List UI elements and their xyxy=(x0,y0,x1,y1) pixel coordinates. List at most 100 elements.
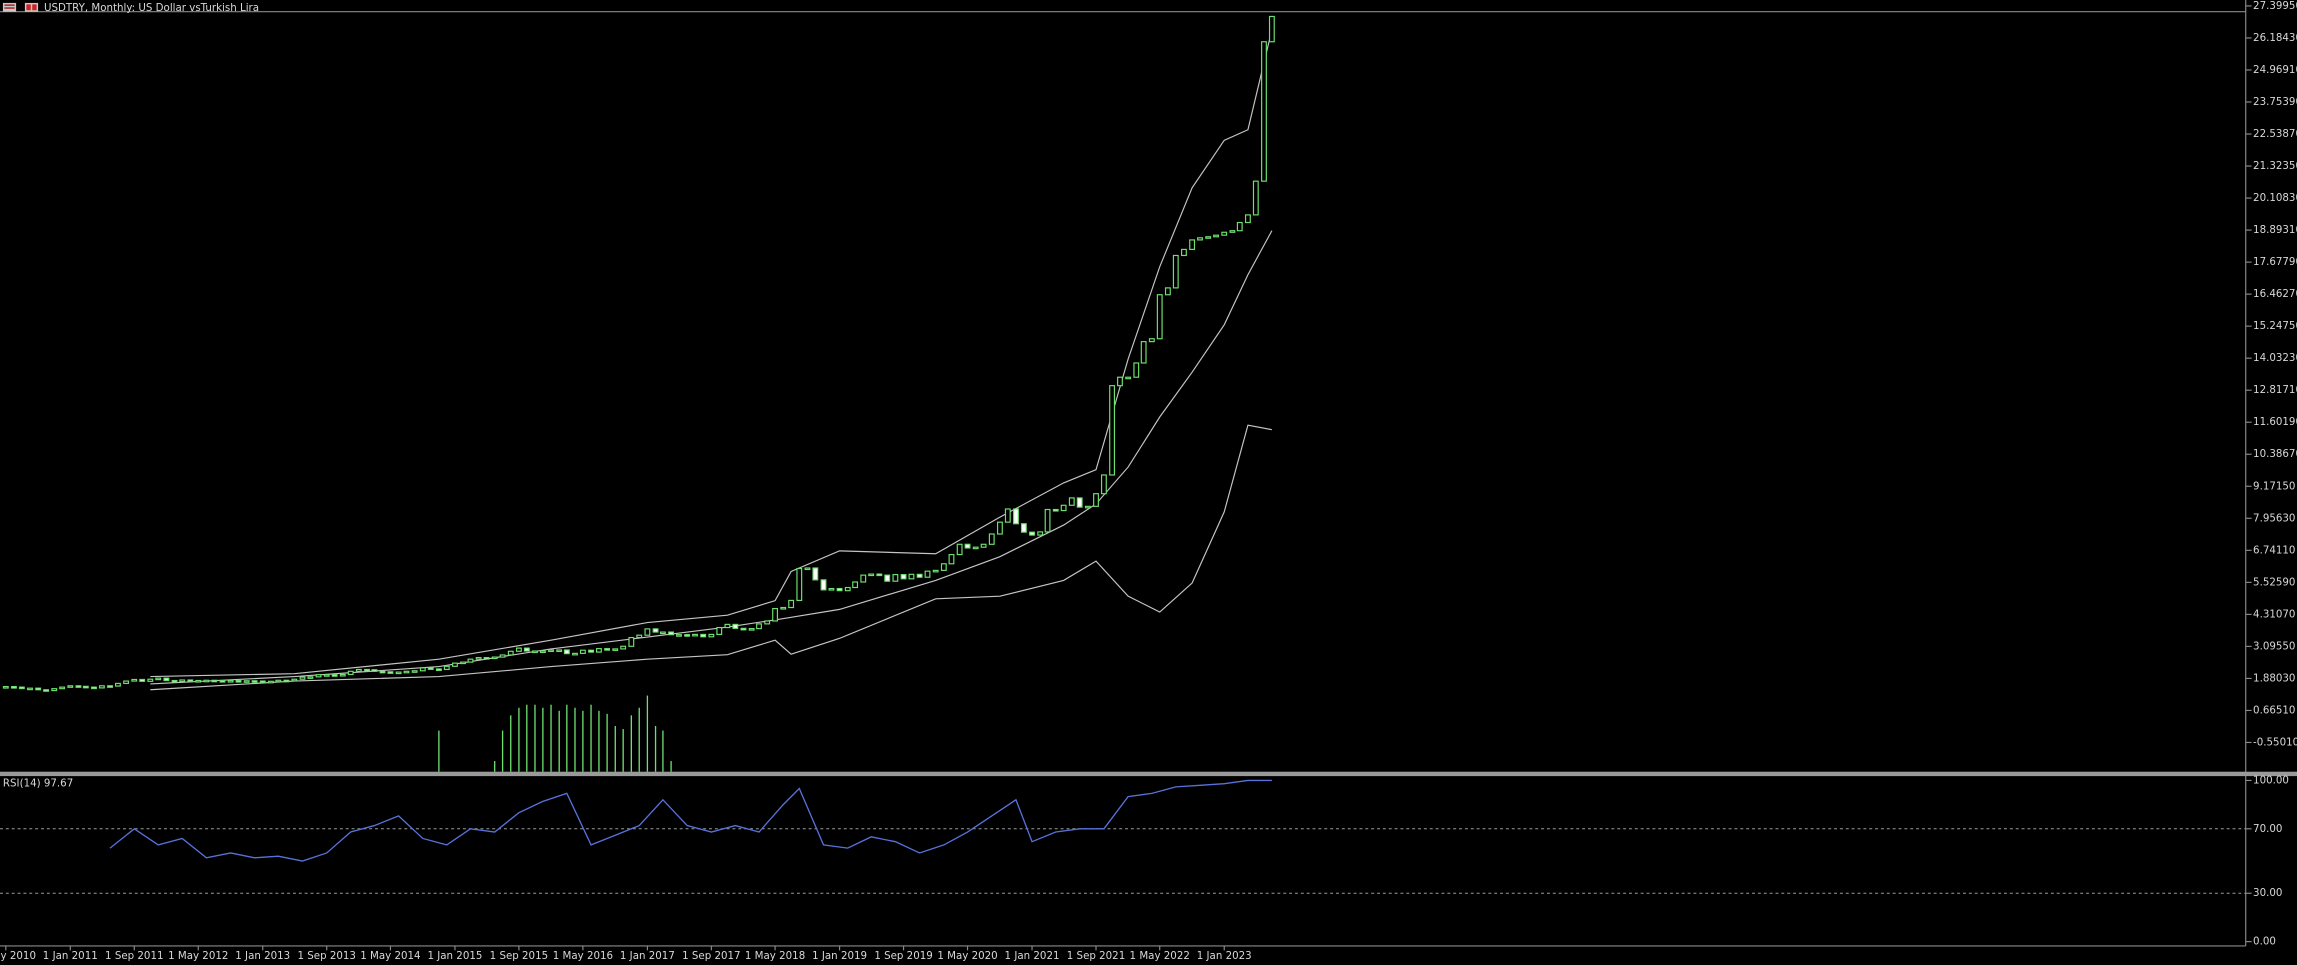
candle xyxy=(940,563,947,571)
y-tick-label: 22.53870 xyxy=(2253,128,2297,140)
candle xyxy=(548,649,554,653)
candle xyxy=(604,648,611,651)
candle xyxy=(668,631,675,636)
candle xyxy=(243,680,250,683)
candle xyxy=(972,546,979,550)
y-tick-label: 12.81710 xyxy=(2253,384,2297,396)
candle xyxy=(924,570,931,578)
candle xyxy=(1020,523,1027,533)
candle xyxy=(1140,341,1147,364)
icon xyxy=(2,2,17,12)
x-tick-label: 1 Jan 2011 xyxy=(43,950,98,962)
candle xyxy=(796,567,803,602)
candle xyxy=(452,662,458,667)
x-tick-label: 1 May 2016 xyxy=(553,950,613,962)
candle xyxy=(98,685,105,689)
candle xyxy=(1205,236,1212,239)
y-tick-label: 18.89310 xyxy=(2253,224,2297,236)
candle xyxy=(1117,376,1123,387)
x-tick-label: 1 Jan 2021 xyxy=(1005,950,1060,962)
candle xyxy=(507,650,514,656)
candle xyxy=(579,649,586,654)
candle xyxy=(620,645,627,650)
symbol-icons xyxy=(2,2,39,12)
candle xyxy=(179,679,186,683)
y-tick-label: 24.96910 xyxy=(2253,64,2297,76)
y-tick-label: 0.66510 xyxy=(2253,704,2295,716)
candle xyxy=(435,668,442,671)
candle xyxy=(139,678,146,682)
x-tick-label: 1 May 2014 xyxy=(360,950,420,962)
candle xyxy=(1221,231,1228,236)
candle xyxy=(996,521,1003,535)
candle xyxy=(1133,362,1140,378)
x-tick-label: 1 Sep 2015 xyxy=(490,950,548,962)
candle xyxy=(1052,508,1059,512)
candle xyxy=(932,569,939,573)
candle xyxy=(515,647,522,652)
candle xyxy=(892,574,899,582)
candle xyxy=(419,667,426,672)
candle xyxy=(1252,180,1259,216)
candle xyxy=(219,679,226,683)
candle xyxy=(659,631,666,635)
candle xyxy=(443,665,450,671)
candle xyxy=(1125,376,1132,380)
y-tick-label: 14.03230 xyxy=(2253,352,2297,364)
candle xyxy=(43,689,50,692)
candle xyxy=(1261,41,1267,182)
y-tick-label: 9.17150 xyxy=(2253,480,2295,492)
candle xyxy=(820,579,827,591)
candle xyxy=(844,586,851,592)
candle xyxy=(123,680,130,685)
candle xyxy=(379,670,386,674)
x-tick-label: 1 May 2012 xyxy=(168,950,228,962)
candle xyxy=(876,573,883,577)
icon xyxy=(4,4,15,6)
candle xyxy=(147,678,154,682)
x-tick-label: 1 May 2022 xyxy=(1130,950,1190,962)
candle xyxy=(563,649,570,655)
candle xyxy=(612,648,619,651)
candle xyxy=(708,633,715,638)
candle xyxy=(908,573,915,580)
candle xyxy=(51,688,58,692)
candle xyxy=(235,679,242,683)
candle xyxy=(700,633,707,638)
y-tick-label: 23.75390 xyxy=(2253,96,2297,108)
candle xyxy=(1236,221,1243,232)
candle xyxy=(588,649,594,653)
candle xyxy=(684,634,691,637)
candle xyxy=(956,543,963,556)
candle xyxy=(339,673,346,677)
candle xyxy=(387,671,394,674)
y-tick-label: 0.00 xyxy=(2253,936,2276,948)
bollinger-band xyxy=(150,29,1273,678)
x-tick-label: 1 Jan 2013 xyxy=(235,950,290,962)
candle xyxy=(1229,230,1236,233)
y-tick-label: 30.00 xyxy=(2253,887,2282,899)
candle xyxy=(572,652,578,656)
x-tick-label: 1 Sep 2013 xyxy=(297,950,355,962)
candle xyxy=(964,543,971,549)
candle xyxy=(195,679,202,683)
candle xyxy=(2,686,9,689)
y-tick-label: 17.67790 xyxy=(2253,256,2297,268)
candle xyxy=(539,650,546,654)
candle xyxy=(467,658,474,663)
candle xyxy=(788,599,795,609)
candle xyxy=(491,656,498,660)
candle xyxy=(1060,504,1067,512)
candle xyxy=(267,680,274,684)
candle xyxy=(67,685,74,688)
panel-separator xyxy=(0,771,2297,777)
candle xyxy=(35,687,42,691)
candle xyxy=(1164,287,1171,296)
candle xyxy=(259,680,266,684)
icon xyxy=(4,7,15,9)
candle xyxy=(1076,497,1083,508)
candle xyxy=(804,567,811,571)
candle xyxy=(499,654,506,658)
candle xyxy=(27,687,33,691)
